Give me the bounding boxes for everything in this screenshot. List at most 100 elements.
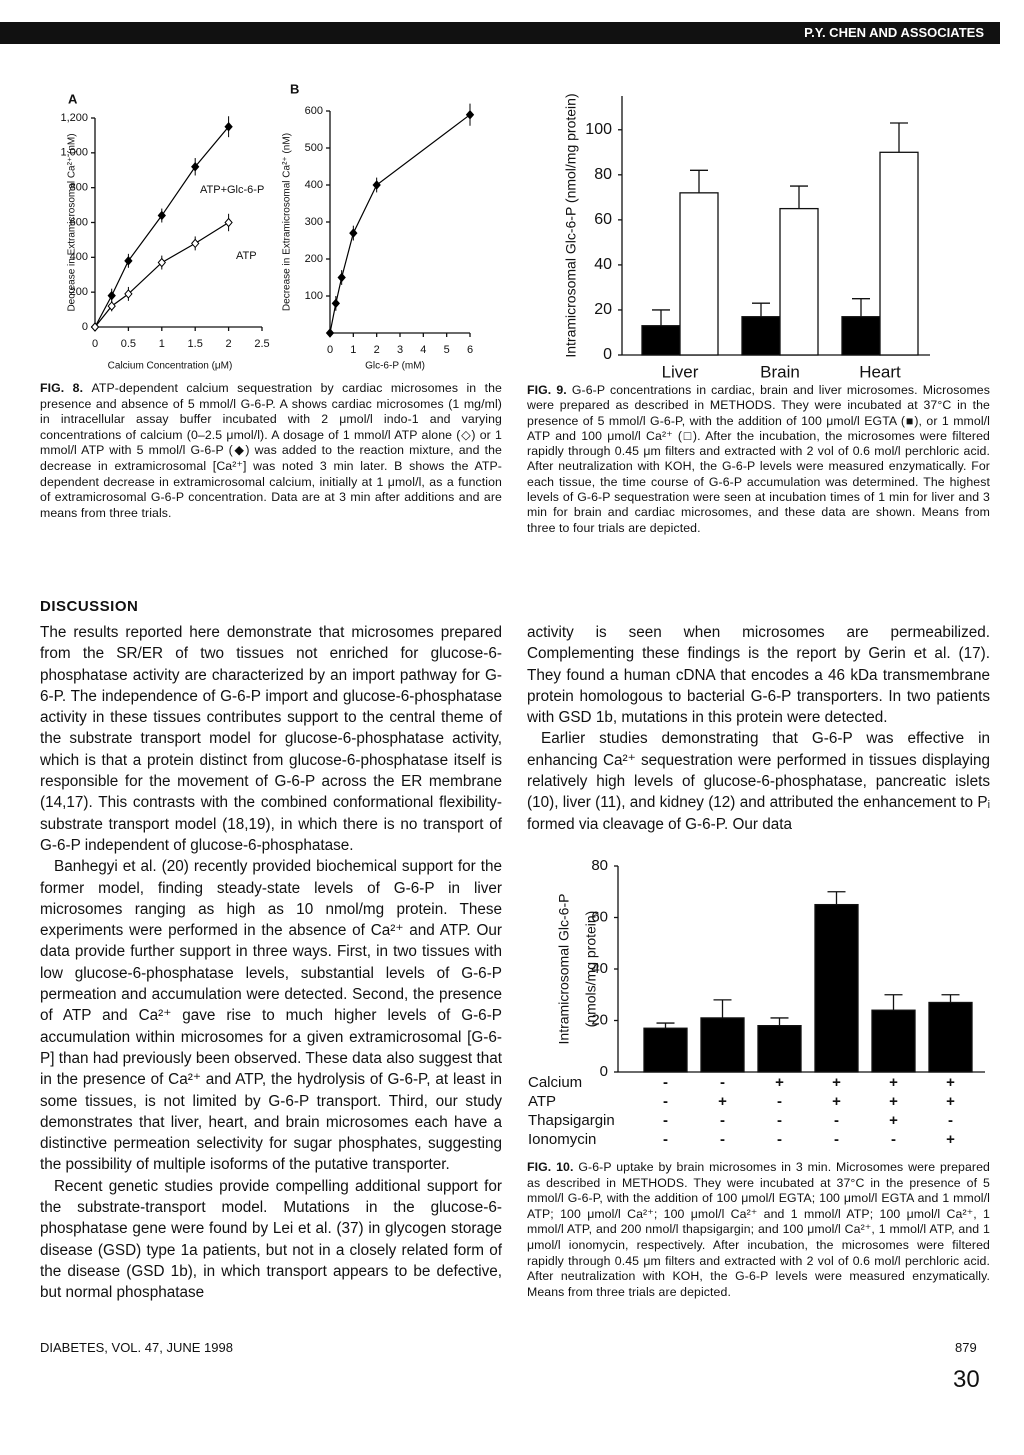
caption-text: G-6-P concentrations in cardiac, brain a… <box>527 383 990 535</box>
y-tick-label: 400 <box>305 179 323 191</box>
y-tick-label: 0 <box>603 346 612 363</box>
caption-text: G-6-P uptake by brain microsomes in 3 mi… <box>527 1160 990 1299</box>
bar <box>700 1017 745 1073</box>
x-tick-label: 4 <box>420 344 426 356</box>
paragraph: activity is seen when microsomes are per… <box>527 624 990 727</box>
bar <box>643 1027 688 1073</box>
bar <box>879 151 919 356</box>
condition-label: Ionomycin <box>528 1131 596 1148</box>
data-point <box>107 301 116 311</box>
condition-sign: - <box>948 1112 953 1129</box>
caption-label: FIG. 8. <box>40 381 84 395</box>
condition-sign: - <box>720 1131 725 1148</box>
condition-sign: - <box>720 1074 725 1091</box>
y-tick-label: 600 <box>305 105 323 117</box>
series-label: ATP+Glc-6-P <box>200 184 264 196</box>
y-tick-label: 100 <box>585 121 612 138</box>
x-axis-label: Glc-6-P (mM) <box>365 361 425 372</box>
panel-label: A <box>68 91 78 106</box>
y-tick-label: 1,200 <box>60 112 88 124</box>
x-axis-label: Calcium Concentration (μM) <box>108 361 233 372</box>
text-column: activity is seen when microsomes are per… <box>527 622 990 835</box>
paragraph: Earlier studies demonstrating that G-6-P… <box>527 730 990 833</box>
condition-sign: + <box>889 1074 898 1091</box>
condition-sign: + <box>832 1093 841 1110</box>
data-point <box>157 257 166 268</box>
y-tick-label: 40 <box>591 960 608 977</box>
bar <box>928 1001 973 1073</box>
y-tick-label: 60 <box>591 908 608 925</box>
bar <box>679 192 719 356</box>
caption-label: FIG. 9. <box>527 383 567 397</box>
data-point <box>465 109 475 120</box>
paragraph: Banhegyi et al. (20) recently provided b… <box>40 858 502 1174</box>
section-heading: DISCUSSION <box>40 598 139 615</box>
condition-sign: - <box>834 1131 839 1148</box>
data-point <box>331 298 340 309</box>
y-tick-label: 0 <box>82 321 88 333</box>
data-point <box>124 289 133 299</box>
x-tick-label: 1 <box>159 338 165 350</box>
condition-sign: - <box>891 1131 896 1148</box>
series-label: ATP <box>236 250 257 262</box>
x-tick-label: 0 <box>327 344 333 356</box>
bar <box>841 316 881 356</box>
condition-sign: - <box>777 1131 782 1148</box>
data-point <box>157 210 166 221</box>
y-axis-label: Decrease in Extramicrosomal Ca²⁺ (nM) <box>282 133 293 311</box>
caption: FIG. 9. G-6-P concentrations in cardiac,… <box>527 383 990 536</box>
y-tick-label: 20 <box>594 301 612 318</box>
condition-sign: - <box>834 1112 839 1129</box>
stamp: 30 <box>953 1366 980 1393</box>
condition-sign: + <box>718 1093 727 1110</box>
condition-sign: - <box>663 1093 668 1110</box>
data-point <box>349 228 358 238</box>
bar <box>741 316 781 356</box>
y-axis-label: Intramicrosomal Glc-6-P <box>556 894 572 1045</box>
y-tick-label: 800 <box>70 182 88 194</box>
condition-label: ATP <box>528 1093 556 1110</box>
x-tick-label: Brain <box>760 362 800 381</box>
running-head: P.Y. CHEN AND ASSOCIATES <box>804 25 984 40</box>
x-tick-label: 5 <box>444 344 450 356</box>
y-tick-label: 40 <box>594 256 612 273</box>
data-point <box>107 290 116 301</box>
condition-sign: - <box>663 1112 668 1129</box>
y-tick-label: 0 <box>600 1063 608 1080</box>
x-tick-label: 3 <box>397 344 403 356</box>
paragraph: Recent genetic studies provide compellin… <box>40 1177 502 1302</box>
caption-text: ATP-dependent calcium sequestration by c… <box>40 381 502 520</box>
page-number: 879 <box>955 1340 977 1355</box>
data-point <box>90 322 100 332</box>
condition-sign: - <box>663 1131 668 1148</box>
data-point <box>124 256 133 266</box>
x-tick-label: Liver <box>662 362 699 381</box>
x-tick-label: 1 <box>350 344 356 356</box>
caption-label: FIG. 10. <box>527 1160 574 1174</box>
y-tick-label: 500 <box>305 142 323 154</box>
bar <box>779 207 819 356</box>
y-axis-label: (nmols/mg protein) <box>583 911 599 1028</box>
series-line <box>94 126 230 328</box>
condition-sign: + <box>832 1074 841 1091</box>
condition-sign: + <box>775 1074 784 1091</box>
data-point <box>372 180 381 190</box>
y-tick-label: 400 <box>70 251 88 263</box>
header-bar <box>0 22 1000 44</box>
y-tick-label: 80 <box>594 166 612 183</box>
condition-label: Thapsigargin <box>528 1112 615 1129</box>
y-axis-label: Decrease in Extramicrosomal Ca²⁺ (nM) <box>67 133 78 311</box>
footer-journal: DIABETES, VOL. 47, JUNE 1998 <box>40 1340 233 1355</box>
y-tick-label: 60 <box>594 211 612 228</box>
condition-sign: - <box>777 1093 782 1110</box>
bar <box>814 903 859 1073</box>
bar <box>871 1009 916 1073</box>
y-tick-label: 80 <box>591 857 608 874</box>
y-tick-label: 1,000 <box>60 147 88 159</box>
y-tick-label: 300 <box>305 216 323 228</box>
data-point <box>337 272 346 283</box>
condition-label: Calcium <box>528 1074 582 1091</box>
x-tick-label: 0.5 <box>121 338 136 350</box>
